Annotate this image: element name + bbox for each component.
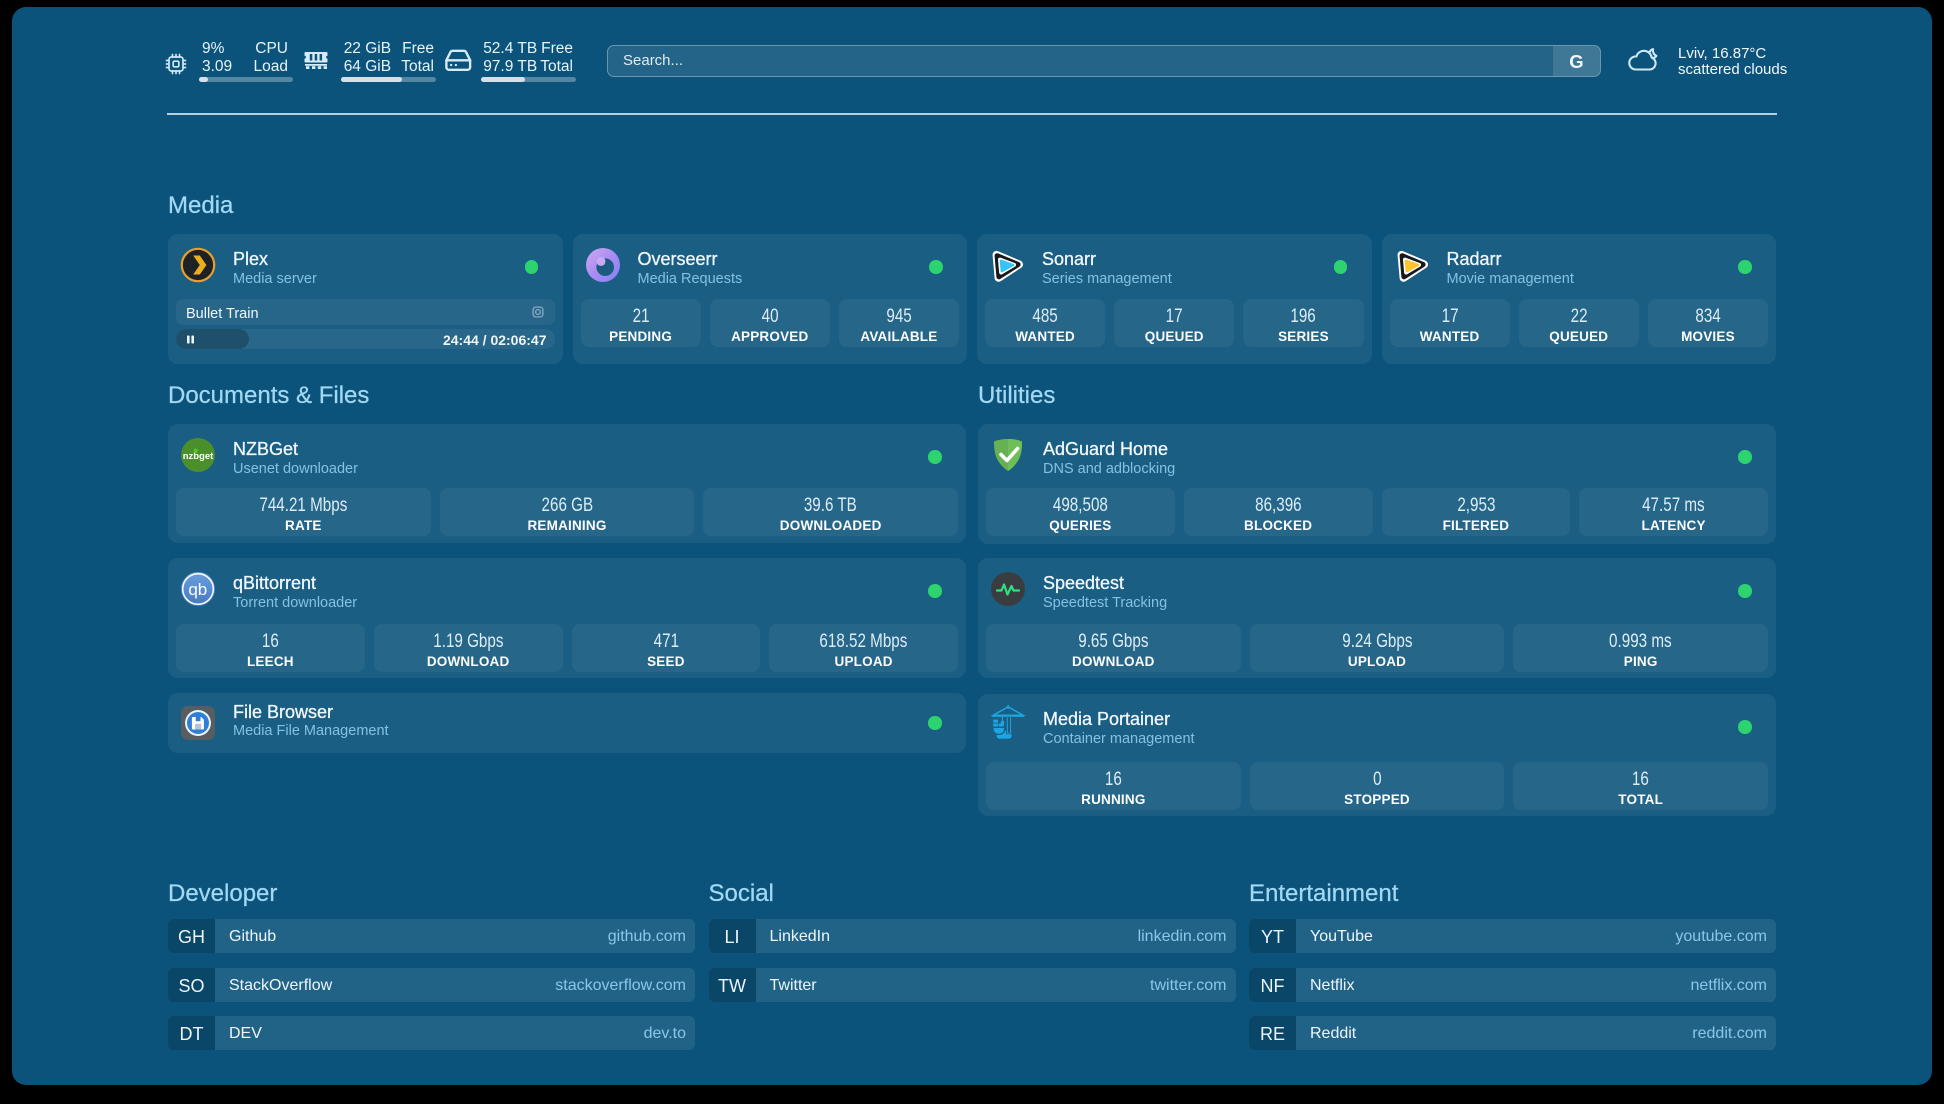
svg-text:qb: qb [188, 580, 207, 599]
svg-text:nzbget: nzbget [183, 451, 214, 462]
